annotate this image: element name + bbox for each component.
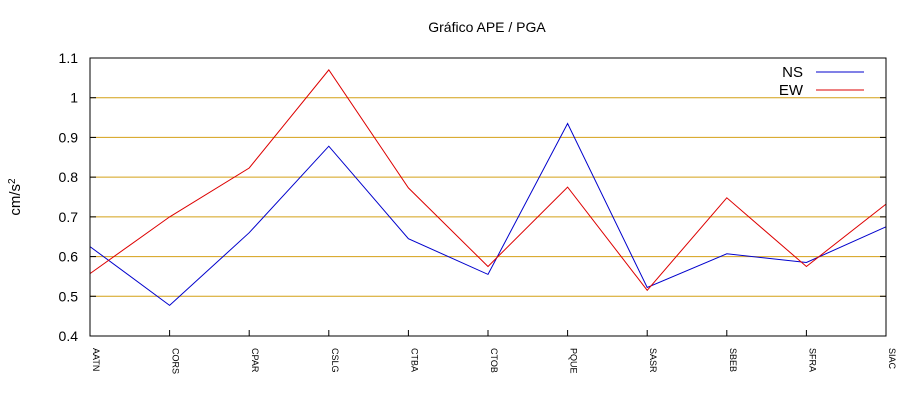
x-tick-label: SASR (648, 348, 658, 373)
series-lines (89, 69, 887, 307)
x-tick-label: SBEB (728, 348, 738, 372)
y-tick-label: 1 (70, 90, 78, 106)
chart-title: Gráfico APE / PGA (428, 19, 546, 35)
x-tick-label: AATN (91, 348, 101, 371)
y-tick-label: 0.5 (59, 288, 79, 304)
y-tick-label: 0.7 (59, 209, 79, 225)
y-tick-label: 1.1 (59, 50, 79, 66)
x-tick-label: CTBA (409, 348, 419, 372)
x-tick-label: CORS (171, 348, 181, 374)
x-tick-label: SIAC (887, 348, 897, 370)
x-tick-label: PQUE (569, 348, 579, 374)
series-line-ns (89, 122, 887, 307)
y-tick-label: 0.9 (59, 129, 79, 145)
x-tick-label: CTOB (489, 348, 499, 373)
y-tick-labels: 0.4 0.5 0.6 0.7 0.8 0.9 1 1.1 (59, 50, 886, 344)
series-line-ew (89, 69, 887, 292)
x-tick-label: SFRA (807, 348, 817, 372)
x-tick-labels: AATN CORS CPAR CSLG CTBA CTOB PQUE SASR SBEB SFRA… (89, 330, 897, 374)
y-tick-label: 0.8 (59, 169, 79, 185)
y-tick-label: 0.4 (59, 328, 79, 344)
y-axis-label: cm/s2 (7, 178, 25, 216)
x-tick-label: CSLG (330, 348, 340, 373)
y-tick-label: 0.6 (59, 249, 79, 265)
plot-frame (89, 57, 887, 337)
y-axis-label-exponent: 2 (7, 178, 18, 184)
legend-label-ns: NS (782, 64, 803, 81)
legend-label-ew: EW (779, 82, 804, 99)
x-tick-label: CPAR (250, 348, 260, 373)
y-axis-label-base: cm/s (7, 184, 24, 216)
